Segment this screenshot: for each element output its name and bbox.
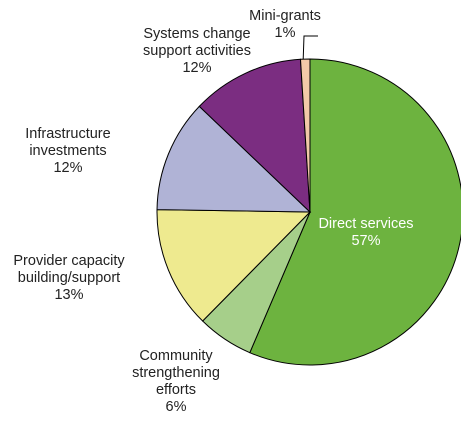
slice-name-line: Community bbox=[139, 348, 213, 364]
pie-slice-5 bbox=[299, 58, 311, 213]
slice-label-5: Mini-grants 1% bbox=[249, 8, 321, 41]
pie-slice-2 bbox=[156, 209, 312, 322]
slice-name-line: Direct services bbox=[318, 216, 413, 232]
slice-value-label: 6% bbox=[166, 399, 187, 415]
slice-value-label: 13% bbox=[54, 287, 83, 303]
slice-name-line: Infrastructure bbox=[25, 126, 110, 142]
slice-name-line: strengthening bbox=[132, 365, 220, 381]
pie-slice-4 bbox=[198, 58, 311, 214]
slice-value-label: 12% bbox=[53, 160, 82, 176]
slice-name-line: support activities bbox=[143, 43, 251, 59]
slice-label-2: Provider capacity building/support 13% bbox=[13, 253, 125, 303]
pie-slice-3 bbox=[156, 105, 312, 213]
slice-name-line: Systems change bbox=[143, 26, 250, 42]
slice-name-line: efforts bbox=[156, 382, 196, 398]
slice-value-label: 57% bbox=[351, 233, 380, 249]
leader-line-mini-grants bbox=[302, 35, 318, 60]
pie-slices bbox=[156, 58, 461, 366]
slice-label-0: Direct services 57% bbox=[318, 216, 413, 249]
pie-labels: Direct services 57% Community strengthening… bbox=[13, 8, 413, 415]
slice-name-line: building/support bbox=[18, 270, 120, 286]
slice-label-4: Systems change support activities 12% bbox=[143, 26, 251, 76]
slice-value-label: 12% bbox=[182, 60, 211, 76]
slice-value-label: 1% bbox=[275, 25, 296, 41]
slice-label-3: Infrastructure investments 12% bbox=[25, 126, 110, 176]
pie-slice-0 bbox=[249, 58, 461, 366]
slice-label-1: Community strengthening efforts 6% bbox=[132, 348, 220, 415]
slice-name-line: Mini-grants bbox=[249, 8, 321, 24]
slice-name-line: investments bbox=[29, 143, 106, 159]
slice-name-line: Provider capacity bbox=[13, 253, 125, 269]
